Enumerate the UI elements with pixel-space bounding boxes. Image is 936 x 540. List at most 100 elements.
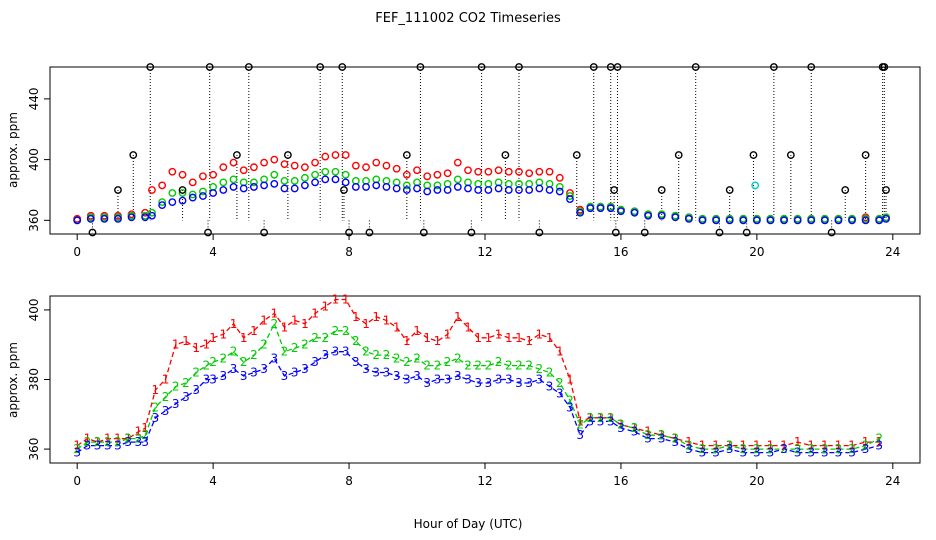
flag-point — [657, 186, 666, 194]
data-point-series-1: 1 — [114, 432, 122, 446]
data-point-series-2: 2 — [209, 355, 217, 369]
flag-point — [572, 151, 581, 159]
data-point-series-3 — [148, 211, 156, 220]
flag-point — [807, 63, 816, 71]
data-point-series-2: 2 — [617, 418, 625, 432]
data-point-series-2: 2 — [403, 355, 411, 369]
flag-point — [340, 186, 348, 194]
data-point-series-3 — [100, 214, 109, 223]
data-point-series-3 — [657, 211, 666, 220]
x-tick-label: 0 — [73, 245, 81, 259]
series-line-2 — [76, 322, 880, 450]
data-point-series-1: 1 — [240, 331, 248, 345]
data-point-series-3 — [752, 216, 761, 225]
data-point-series-3 — [158, 201, 167, 210]
data-point-series-3 — [239, 184, 248, 193]
data-point-series-3 — [311, 178, 319, 187]
data-point-series-3: 3 — [362, 362, 370, 376]
data-point-series-2: 2 — [141, 428, 149, 442]
data-point-series-2: 2 — [342, 324, 350, 338]
data-point-series-3: 3 — [311, 355, 319, 369]
data-point-series-2: 2 — [114, 435, 122, 449]
data-point-series-2: 2 — [220, 352, 228, 366]
data-point-series-2: 2 — [301, 338, 309, 352]
data-point-series-3: 3 — [192, 383, 200, 397]
data-point-series-2: 2 — [152, 400, 160, 414]
data-point-series-2: 2 — [631, 421, 639, 435]
data-point-series-2: 2 — [726, 439, 734, 453]
top-panel-frame — [49, 66, 921, 235]
flag-point — [613, 63, 622, 71]
data-point-series-2: 2 — [454, 352, 462, 366]
data-point-series-3: 3 — [607, 414, 615, 428]
data-point-series-2: 2 — [474, 359, 482, 373]
data-point-series-2: 2 — [124, 432, 132, 446]
data-point-series-1: 1 — [342, 292, 350, 306]
data-point-series-1 — [229, 158, 238, 167]
data-point-series-1 — [311, 158, 319, 167]
data-point-series-1: 1 — [321, 299, 329, 313]
data-point-series-1 — [270, 155, 279, 164]
data-point-series-1: 1 — [671, 432, 679, 446]
data-point-series-2: 2 — [658, 428, 666, 442]
data-point-series-2: 2 — [135, 432, 143, 446]
flag-point — [725, 186, 734, 194]
data-point-series-2: 2 — [821, 442, 829, 456]
data-point-series-2: 2 — [444, 355, 452, 369]
data-point-series-3 — [280, 184, 289, 193]
data-point-series-3 — [423, 187, 432, 196]
data-point-series-3: 3 — [393, 369, 401, 383]
data-point-series-1: 1 — [423, 331, 431, 345]
data-point-series-3: 3 — [474, 376, 482, 390]
data-point-series-3: 3 — [444, 373, 452, 387]
flag-point — [674, 151, 683, 159]
data-point-series-2 — [199, 187, 207, 196]
flag-point — [477, 63, 486, 71]
data-point-series-3: 3 — [291, 366, 299, 380]
data-point-series-3 — [372, 181, 381, 190]
data-point-series-1: 1 — [172, 338, 180, 352]
data-point-series-2: 2 — [362, 345, 370, 359]
data-point-series-3: 3 — [403, 373, 411, 387]
flag-point — [515, 63, 523, 71]
data-point-series-1: 1 — [209, 331, 217, 345]
data-point-series-1 — [168, 167, 177, 176]
data-point-series-1: 1 — [152, 383, 160, 397]
data-point-series-3: 3 — [780, 442, 788, 456]
data-point-series-1: 1 — [332, 292, 340, 306]
x-tick-label: 12 — [477, 245, 492, 259]
data-point-series-1: 1 — [753, 439, 761, 453]
data-point-series-1: 1 — [515, 331, 523, 345]
data-point-series-3: 3 — [342, 345, 350, 359]
flag-point — [114, 186, 122, 194]
data-point-series-3: 3 — [739, 446, 747, 460]
data-point-series-2: 2 — [240, 355, 248, 369]
data-point-series-2: 2 — [104, 435, 112, 449]
data-point-series-2: 2 — [587, 411, 595, 425]
data-point-series-3: 3 — [301, 362, 309, 376]
data-point-series-3 — [555, 187, 564, 196]
data-point-series-1 — [331, 151, 340, 159]
data-point-series-3: 3 — [321, 348, 329, 362]
flag-point — [749, 151, 758, 159]
flag-point — [691, 63, 700, 71]
data-point-series-1: 1 — [434, 334, 442, 348]
data-point-series-1 — [525, 169, 534, 178]
data-point-series-3 — [535, 184, 544, 193]
flag-point — [233, 151, 241, 159]
flag-point — [365, 228, 374, 237]
series-line-3 — [76, 351, 880, 454]
flag-point — [204, 228, 212, 237]
data-point-series-3: 3 — [685, 442, 693, 456]
data-point-series-1: 1 — [372, 310, 380, 324]
data-point-series-3: 3 — [114, 439, 122, 453]
y-tick-label: 360 — [27, 438, 41, 461]
data-point-series-2 — [311, 170, 319, 179]
flag-point — [283, 151, 292, 159]
data-point-series-3: 3 — [413, 369, 421, 383]
data-point-series-1: 1 — [94, 435, 102, 449]
data-point-series-3 — [875, 216, 884, 225]
data-point-series-2: 2 — [794, 442, 802, 456]
data-point-series-1: 1 — [413, 324, 421, 338]
